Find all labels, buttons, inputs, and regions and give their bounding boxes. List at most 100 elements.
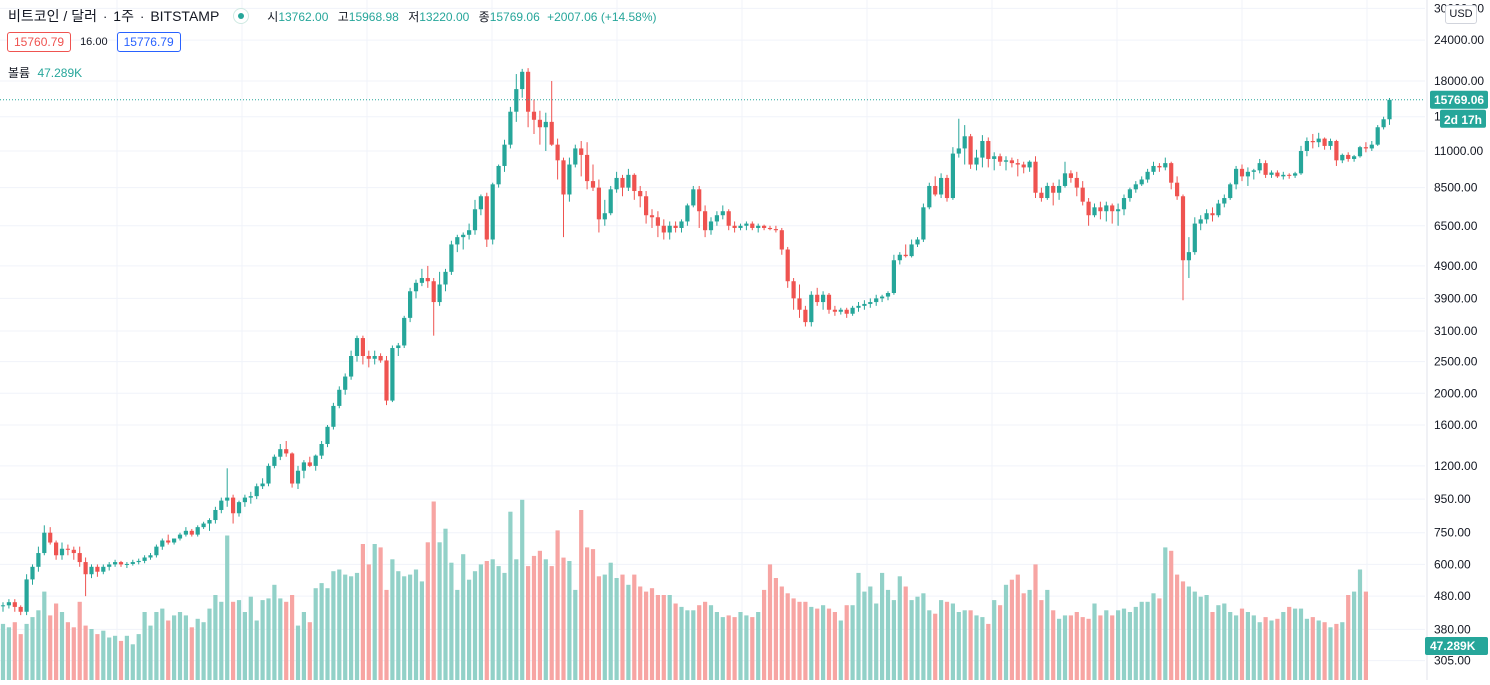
candle-body	[443, 271, 448, 285]
candle-body	[915, 239, 920, 245]
sell-price-button[interactable]: 15760.79	[7, 32, 72, 52]
exchange-label[interactable]: BITSTAMP	[150, 8, 220, 24]
volume-bar	[0, 623, 6, 680]
interval-label[interactable]: 1주	[113, 8, 134, 24]
candle-body	[325, 426, 330, 444]
volume-bar	[290, 595, 295, 680]
candle	[1387, 98, 1392, 125]
y-tick-label: 6500.00	[1434, 219, 1478, 233]
candle	[750, 221, 755, 231]
candle	[1304, 137, 1309, 157]
volume-bar	[242, 612, 247, 680]
candle-body	[1322, 138, 1327, 146]
volume-bar	[826, 608, 832, 680]
candle	[531, 99, 537, 134]
candle	[1340, 153, 1345, 164]
volume-bar	[443, 528, 448, 680]
candle	[1192, 217, 1197, 255]
candle	[349, 350, 354, 380]
volume-bar	[24, 623, 29, 680]
volume-bar	[461, 554, 466, 680]
candle	[496, 164, 501, 188]
candle-body	[290, 453, 295, 484]
volume-bar	[614, 578, 619, 680]
candle-body	[160, 540, 165, 547]
candle-body	[596, 187, 601, 220]
candle	[413, 279, 419, 299]
candle-body	[48, 532, 53, 543]
candle	[1210, 207, 1215, 222]
candle	[195, 525, 200, 537]
candle-body	[939, 177, 944, 195]
volume-bar	[325, 588, 330, 680]
candle	[478, 194, 483, 216]
candle-body	[1340, 154, 1345, 161]
currency-button[interactable]: USD	[1445, 5, 1477, 24]
volume-legend[interactable]: 볼륨 47.289K	[8, 64, 82, 81]
volume-bar	[1192, 591, 1197, 680]
market-status-icon[interactable]	[233, 8, 250, 24]
symbol-title[interactable]: 비트코인 / 달러	[8, 8, 97, 24]
volume-bar	[307, 622, 312, 680]
volume-bar	[83, 625, 88, 680]
candle-body	[1346, 154, 1351, 159]
volume-bar	[101, 630, 106, 680]
candle-body	[1051, 185, 1056, 193]
candle-body	[638, 191, 643, 197]
candle-body	[490, 184, 495, 240]
open-value: 13762.00	[278, 9, 329, 24]
volume-bar	[59, 612, 65, 680]
volume-bar	[1357, 569, 1363, 680]
candle-body	[1198, 219, 1203, 224]
volume-bar	[703, 601, 708, 680]
candle	[1051, 182, 1056, 206]
candle-body	[1175, 182, 1180, 197]
candle-body	[992, 156, 997, 159]
buy-price-button[interactable]: 15776.79	[116, 32, 181, 52]
volume-bar	[567, 561, 572, 680]
candle-body	[77, 553, 82, 563]
volume-bar	[1222, 603, 1227, 680]
candle	[514, 74, 519, 122]
candle-body	[797, 298, 802, 310]
candle-body	[18, 606, 23, 612]
volume-bar	[1316, 620, 1321, 680]
candle	[472, 199, 478, 235]
volume-bar	[779, 586, 784, 680]
candle	[909, 239, 914, 258]
volume-marker	[1425, 637, 1488, 655]
volume-bar	[1057, 618, 1062, 680]
volume-bar	[1257, 622, 1262, 680]
candle-body	[1062, 173, 1068, 186]
candle	[608, 185, 613, 216]
candle-body	[301, 462, 306, 471]
volume-bar	[1163, 547, 1168, 680]
candle-body	[897, 254, 902, 261]
candle-body	[1186, 252, 1191, 261]
candle-body	[71, 549, 76, 554]
candle-body	[573, 148, 578, 165]
candle-body	[437, 284, 442, 303]
candle-body	[1092, 207, 1097, 216]
candle	[343, 373, 348, 395]
volume-bar	[183, 615, 188, 680]
volume-bar	[1039, 600, 1044, 680]
candle-body	[201, 523, 206, 528]
candle-body	[767, 227, 773, 230]
candle-body	[779, 230, 784, 250]
volume-bar	[272, 584, 277, 680]
candle-body	[608, 189, 613, 214]
volume-bar	[431, 501, 436, 680]
candle-body	[909, 244, 914, 257]
volume-bar	[502, 572, 507, 680]
candle-body	[921, 207, 926, 240]
close-label: 종	[478, 9, 490, 24]
candle-body	[390, 348, 395, 401]
candle-body	[408, 291, 413, 318]
candle-body	[1080, 187, 1085, 202]
volume-bar	[231, 601, 236, 680]
volume-bar	[366, 564, 371, 680]
candle-body	[83, 562, 88, 575]
